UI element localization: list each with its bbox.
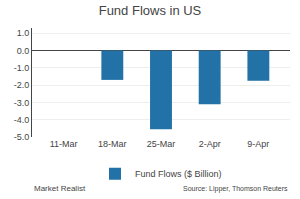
svg-text:11-Mar: 11-Mar bbox=[50, 139, 78, 149]
svg-text:Source: Lipper, Thomson Reuter: Source: Lipper, Thomson Reuters bbox=[183, 185, 288, 193]
svg-text:9-Apr: 9-Apr bbox=[247, 139, 269, 149]
svg-text:Fund Flows in US: Fund Flows in US bbox=[99, 3, 202, 18]
svg-text:Market Realist: Market Realist bbox=[34, 184, 86, 193]
svg-text:-1.0: -1.0 bbox=[14, 63, 30, 73]
svg-text:25-Mar: 25-Mar bbox=[147, 139, 176, 149]
svg-text:Fund Flows ($ Billion): Fund Flows ($ Billion) bbox=[135, 169, 222, 179]
svg-text:-5.0: -5.0 bbox=[14, 132, 30, 142]
svg-text:-2.0: -2.0 bbox=[14, 80, 30, 90]
svg-text:0.0: 0.0 bbox=[17, 46, 30, 56]
svg-text:-3.0: -3.0 bbox=[14, 98, 30, 108]
svg-text:1.0: 1.0 bbox=[17, 28, 30, 38]
svg-text:18-Mar: 18-Mar bbox=[98, 139, 127, 149]
svg-text:-4.0: -4.0 bbox=[14, 115, 30, 125]
svg-text:2-Apr: 2-Apr bbox=[199, 139, 221, 149]
